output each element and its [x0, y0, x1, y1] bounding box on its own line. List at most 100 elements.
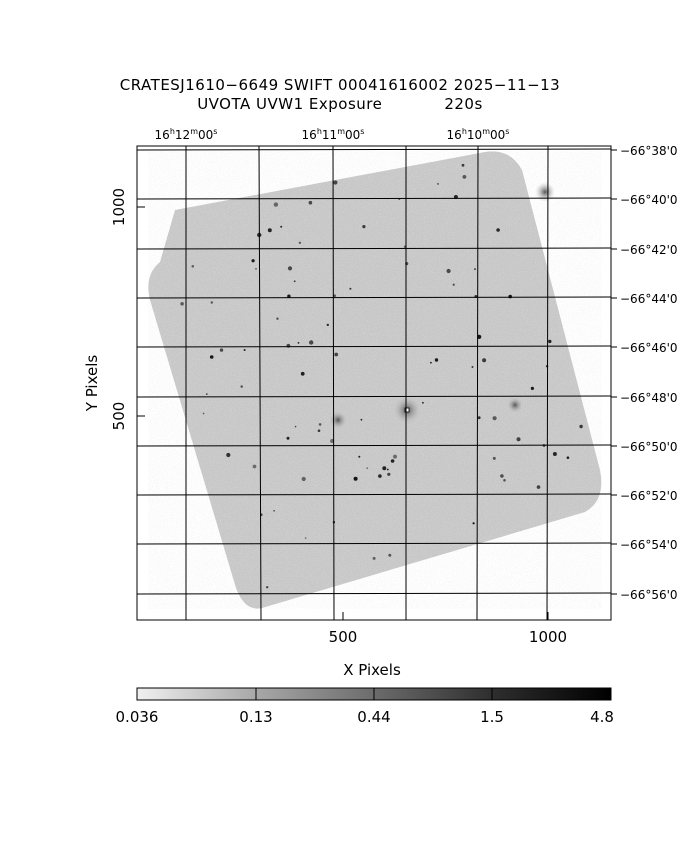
point-source [349, 287, 352, 290]
point-source [209, 355, 214, 359]
point-source [293, 280, 296, 283]
point-source [362, 225, 366, 229]
point-sources [180, 163, 583, 589]
point-source [251, 259, 255, 263]
dec-tick-label: −66°50'0 [620, 440, 678, 454]
dec-tick-label: −66°40'0 [620, 193, 678, 207]
point-source [294, 425, 297, 428]
point-source [508, 294, 512, 299]
point-source [492, 416, 497, 421]
point-source [471, 366, 474, 368]
point-source [334, 352, 339, 357]
point-source [482, 358, 487, 363]
point-source [317, 429, 321, 433]
dec-tick-label: −66°38'0 [620, 144, 678, 158]
point-source [366, 467, 369, 469]
point-source [287, 294, 291, 298]
point-source [191, 265, 195, 268]
point-source [474, 268, 476, 271]
colorbar-label: 0.44 [357, 708, 390, 726]
point-source [298, 241, 302, 244]
ra-tick-label: 16h12m00s [155, 127, 218, 142]
ra-tick-labels: 16h12m00s 16h11m00s 16h10m00s [155, 127, 510, 142]
dec-tick-label: −66°56'0 [620, 588, 678, 602]
point-source [180, 302, 184, 306]
point-source [434, 358, 439, 362]
wcs-grid [137, 146, 611, 620]
point-source [446, 268, 451, 274]
point-source [287, 266, 293, 271]
point-source [309, 340, 314, 345]
y-axis-label: Y Pixels [83, 355, 101, 413]
point-source [461, 163, 465, 167]
dec-tick-label: −66°54'0 [620, 538, 678, 552]
x-tick-label: 1000 [529, 628, 567, 646]
colorbar-label: 1.5 [480, 708, 504, 726]
point-source [360, 418, 363, 421]
target-marker [404, 407, 410, 413]
dec-tick-label: −66°52'0 [620, 489, 678, 503]
point-source [240, 385, 243, 388]
dec-tick-labels: −66°38'0 −66°40'0 −66°42'0 −66°44'0 −66°… [620, 144, 678, 602]
colorbar-label: 0.13 [239, 708, 272, 726]
point-source [390, 459, 395, 463]
point-source [266, 586, 269, 589]
point-source [267, 228, 272, 233]
point-source [516, 437, 521, 442]
point-source [477, 334, 482, 339]
point-source [353, 476, 358, 481]
point-source [503, 479, 506, 482]
point-source [308, 200, 313, 205]
pixel-axis-ticks [137, 149, 617, 620]
point-source [552, 452, 557, 456]
point-source [333, 180, 338, 185]
point-source [297, 342, 300, 344]
point-source [382, 466, 387, 471]
point-source [326, 323, 329, 327]
filter-exposure-label: UVOTA UVW1 Exposure [197, 95, 383, 113]
point-source [205, 393, 208, 395]
point-source [496, 228, 500, 232]
point-source [358, 455, 361, 458]
plot-frame [136, 145, 612, 621]
x-axis-label: X Pixels [343, 661, 401, 679]
point-source [477, 416, 481, 420]
point-source [202, 412, 205, 415]
point-source [388, 553, 392, 557]
point-source [318, 423, 322, 426]
point-source [273, 202, 279, 207]
point-source [492, 456, 496, 460]
point-source [437, 183, 439, 185]
point-source [378, 474, 382, 478]
point-source [548, 339, 552, 344]
dec-tick-label: −66°46'0 [620, 341, 678, 355]
point-source [386, 468, 389, 471]
point-source [422, 401, 424, 404]
point-source [255, 268, 257, 270]
point-source [333, 294, 336, 298]
point-source [226, 452, 231, 458]
point-source [276, 317, 279, 320]
exposure-time-value: 220s [444, 95, 483, 113]
point-source [273, 510, 275, 512]
ra-tick-label: 16h10m00s [447, 127, 510, 142]
point-source [500, 474, 504, 478]
point-source [566, 456, 570, 460]
dec-tick-label: −66°42'0 [620, 243, 678, 257]
x-tick-label: 500 [329, 628, 358, 646]
point-source [579, 424, 583, 429]
point-source [304, 537, 307, 539]
colorbar-label: 4.8 [590, 708, 614, 726]
point-source [452, 283, 455, 286]
point-source [219, 348, 224, 352]
point-source [472, 522, 475, 525]
point-source [372, 556, 376, 560]
point-source [530, 386, 535, 390]
point-source [330, 439, 335, 443]
y-tick-label: 500 [110, 402, 128, 431]
point-source [300, 371, 305, 376]
plot-title-line2: UVOTA UVW1 Exposure 220s [0, 95, 680, 113]
point-source [210, 301, 213, 304]
dec-tick-label: −66°48'0 [620, 391, 678, 405]
